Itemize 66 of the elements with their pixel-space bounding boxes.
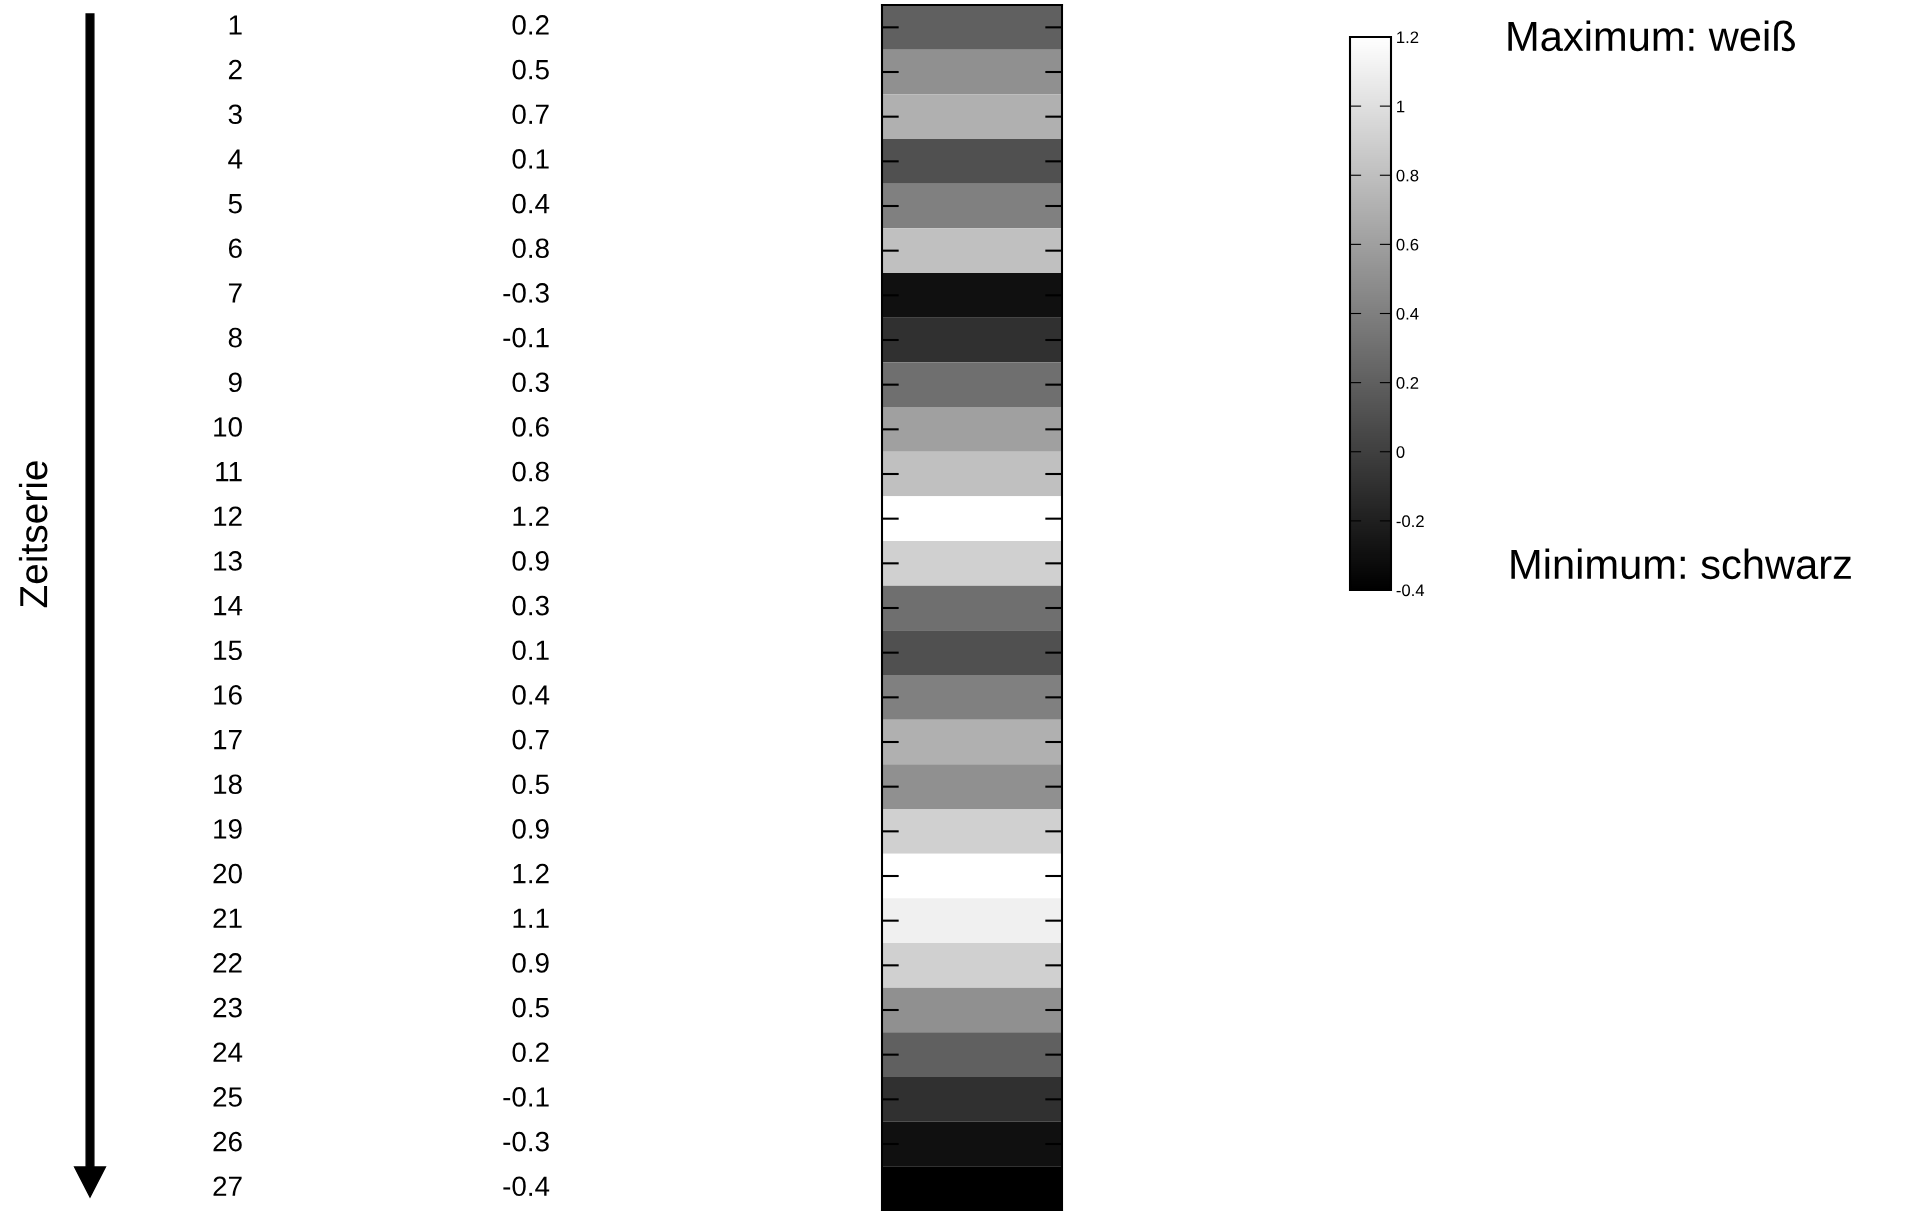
y-tick-label: 4 (228, 149, 243, 169)
y-tick-label: 5 (228, 194, 242, 214)
y2-tick-label: 0.1 (512, 640, 549, 661)
y2-tick-label: 0.3 (512, 372, 549, 393)
y2-tick-label: 0.5 (512, 774, 549, 795)
y2-tick-label: 1.1 (513, 908, 549, 928)
y2-tick-label: 1.2 (513, 506, 549, 526)
y2-tick-label: 0.4 (512, 193, 550, 214)
y-tick-label: 6 (228, 238, 242, 259)
y2-tick-label: 0.2 (512, 15, 549, 35)
y2-tick-label: -0.1 (503, 327, 549, 348)
y-tick-label: 3 (228, 104, 242, 125)
y-tick-label: 23 (213, 997, 242, 1018)
y-tick-label: 17 (214, 730, 242, 750)
y-tick-label: 21 (213, 908, 242, 928)
y-tick-label: 13 (214, 551, 242, 571)
text: Minimum: schwarz (1511, 548, 1851, 580)
y2-tick-label: 0.5 (512, 997, 549, 1018)
y-tick-label: 19 (214, 819, 242, 839)
y2-tick-label: 0.9 (512, 551, 549, 571)
y2-tick-label: -0.3 (503, 1131, 549, 1152)
y2-tick-label: -0.1 (503, 1087, 549, 1107)
color-bar-label: 1 (1397, 100, 1405, 113)
y2-tick-label: -0.4 (503, 1176, 550, 1197)
color-bar-label: 1.2 (1397, 31, 1419, 44)
y2-tick-label: -0.3 (503, 283, 549, 303)
y-tick-label: 7 (228, 283, 242, 303)
y-tick-label: 25 (213, 1087, 242, 1107)
y2-tick-label: 0.2 (512, 1042, 549, 1063)
color-bar-label: 0.6 (1396, 238, 1419, 251)
y2-tick-label: 0.4 (512, 685, 550, 705)
text: Maximum: weiß (1508, 20, 1795, 52)
y-tick-label: 10 (214, 417, 242, 437)
y-tick-label: 11 (216, 462, 242, 482)
y-tick-label: 9 (228, 372, 242, 393)
y-tick-label: 27 (213, 1176, 242, 1196)
color-bar-label: 0.8 (1396, 169, 1419, 182)
y-tick-label: 16 (214, 685, 242, 705)
y-tick-label: 1 (229, 15, 242, 35)
y-tick-label: 18 (214, 774, 242, 795)
y-axis-title: Zeitserie (18, 461, 48, 608)
y2-tick-label: 0.6 (512, 417, 549, 437)
y2-tick-label: 0.8 (512, 461, 549, 482)
y-tick-label: 26 (213, 1131, 242, 1152)
y-tick-label: 14 (214, 596, 243, 616)
color-bar-label: -0.4 (1396, 584, 1425, 597)
color-bar-label: 0 (1396, 446, 1405, 458)
y2-tick-label: 0.3 (512, 595, 549, 616)
y-tick-label: 20 (213, 863, 242, 884)
y2-tick-label: 0.7 (512, 729, 549, 750)
y2-tick-label: 0.1 (512, 149, 549, 169)
y-tick-label: 8 (228, 327, 242, 348)
y-tick-label: 12 (214, 506, 242, 526)
y-tick-label: 2 (228, 59, 242, 80)
color-bar-label: -0.2 (1396, 515, 1424, 528)
color-bar-label: 0.2 (1396, 377, 1419, 389)
y2-tick-label: 0.9 (512, 953, 549, 973)
y2-tick-label: 0.8 (512, 238, 549, 259)
y2-tick-label: 0.5 (512, 59, 549, 80)
y2-tick-label: 0.7 (512, 104, 549, 125)
y2-tick-label: 0.9 (512, 819, 549, 839)
y-tick-label: 22 (213, 953, 242, 973)
color-bar-label: 0.4 (1396, 307, 1419, 320)
y-tick-label: 24 (213, 1042, 243, 1062)
y-tick-label: 15 (214, 640, 242, 661)
y2-tick-label: 1.2 (513, 863, 549, 884)
